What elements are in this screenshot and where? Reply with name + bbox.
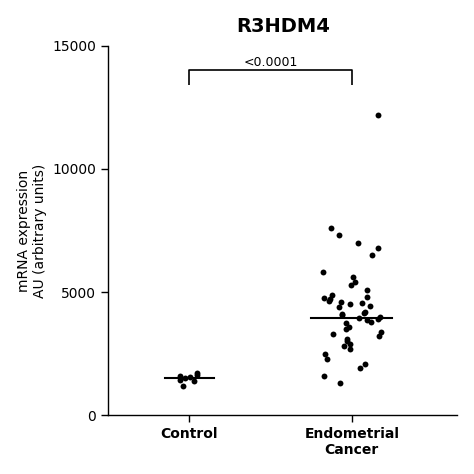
Point bbox=[347, 281, 355, 289]
Point bbox=[337, 298, 345, 306]
Point bbox=[349, 273, 357, 281]
Point bbox=[329, 330, 337, 338]
Point bbox=[343, 319, 350, 327]
Point bbox=[351, 278, 359, 286]
Point bbox=[367, 318, 374, 326]
Point bbox=[362, 308, 369, 316]
Point bbox=[346, 301, 354, 308]
Point bbox=[335, 232, 343, 239]
Point bbox=[176, 372, 183, 380]
Point bbox=[338, 312, 346, 319]
Point bbox=[193, 371, 201, 378]
Point bbox=[326, 297, 333, 304]
Point bbox=[328, 291, 336, 298]
Point bbox=[320, 294, 328, 302]
Point bbox=[364, 293, 371, 301]
Point bbox=[181, 374, 189, 382]
Point bbox=[324, 355, 331, 363]
Point bbox=[321, 350, 328, 357]
Point bbox=[186, 374, 194, 381]
Point bbox=[179, 382, 186, 390]
Point bbox=[319, 269, 327, 276]
Point bbox=[176, 376, 184, 383]
Point bbox=[354, 239, 362, 246]
Title: R3HDM4: R3HDM4 bbox=[236, 17, 329, 36]
Y-axis label: mRNA expression
AU (arbitrary units): mRNA expression AU (arbitrary units) bbox=[17, 164, 47, 298]
Point bbox=[343, 335, 351, 343]
Point bbox=[360, 309, 367, 317]
Point bbox=[364, 286, 371, 293]
Point bbox=[374, 244, 382, 252]
Point bbox=[362, 360, 369, 367]
Point bbox=[358, 300, 365, 307]
Point bbox=[327, 224, 334, 232]
Point bbox=[336, 380, 344, 387]
Point bbox=[336, 303, 343, 310]
Point bbox=[194, 370, 201, 377]
Point bbox=[346, 345, 354, 353]
Point bbox=[374, 315, 382, 323]
Point bbox=[369, 251, 376, 259]
Point bbox=[338, 310, 346, 318]
Point bbox=[375, 333, 383, 340]
Point bbox=[364, 317, 371, 324]
Point bbox=[345, 323, 353, 330]
Point bbox=[376, 313, 383, 320]
Point bbox=[374, 111, 382, 118]
Point bbox=[190, 377, 198, 384]
Text: <0.0001: <0.0001 bbox=[243, 56, 298, 69]
Point bbox=[355, 314, 363, 322]
Point bbox=[344, 337, 351, 345]
Point bbox=[342, 325, 350, 333]
Point bbox=[341, 343, 348, 350]
Point bbox=[346, 340, 354, 347]
Point bbox=[366, 302, 374, 310]
Point bbox=[320, 372, 328, 380]
Point bbox=[327, 296, 334, 303]
Point bbox=[377, 328, 384, 335]
Point bbox=[356, 365, 364, 372]
